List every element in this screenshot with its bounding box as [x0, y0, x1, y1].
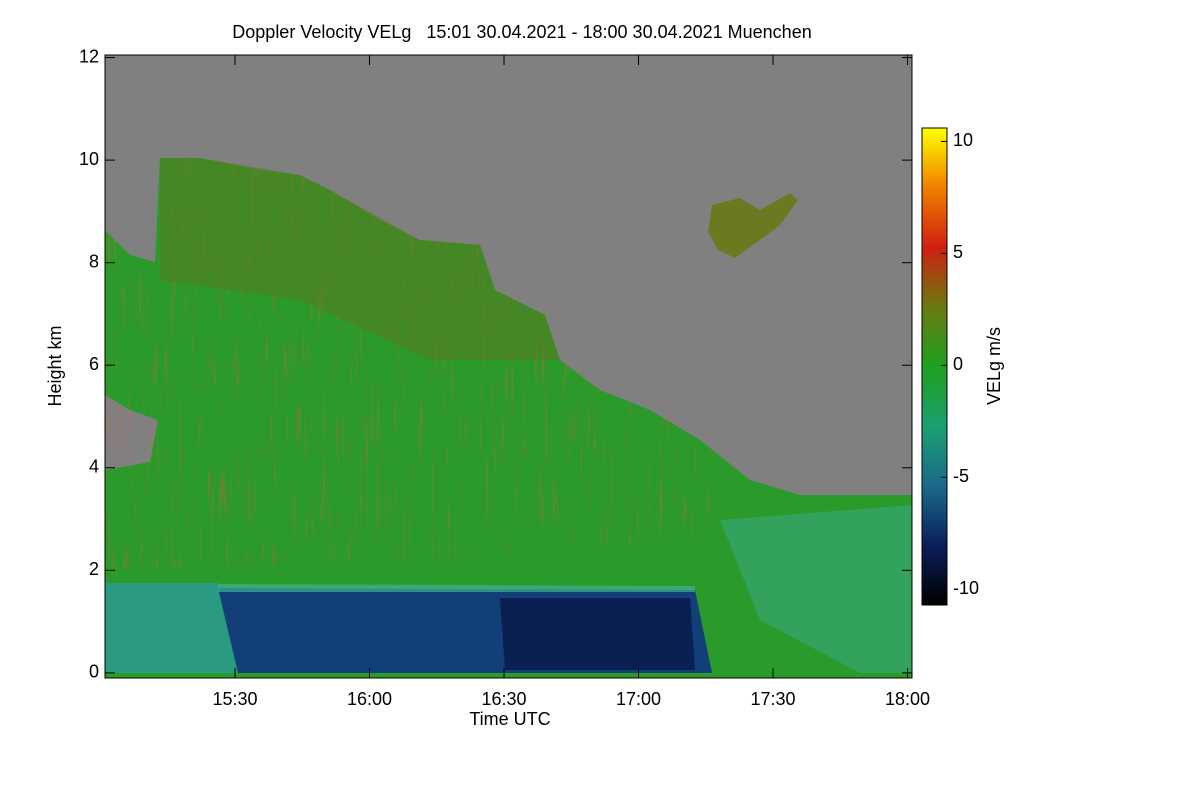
layer-teal-left: [105, 583, 238, 673]
y-tick-label: 4: [89, 457, 99, 477]
x-tick-label: 17:00: [616, 689, 661, 709]
upper-cloud-olive: [160, 158, 560, 360]
y-axis-label: Height km: [45, 325, 65, 406]
melting-layer-edge: [218, 584, 695, 592]
y-tick-label: 10: [79, 149, 99, 169]
x-tick-label: 17:30: [750, 689, 795, 709]
x-tick-label: 15:30: [212, 689, 257, 709]
chart-title: Doppler Velocity VELg 15:01 30.04.2021 -…: [232, 22, 811, 42]
y-tick-label: 8: [89, 251, 99, 271]
y-tick-label: 6: [89, 354, 99, 374]
y-tick-label: 0: [89, 662, 99, 682]
x-tick-label: 16:30: [481, 689, 526, 709]
radar-field: [105, 55, 912, 678]
y-tick-label: 2: [89, 559, 99, 579]
precipitation-core: [500, 598, 695, 670]
x-axis-label: Time UTC: [469, 709, 550, 729]
x-tick-label: 16:00: [347, 689, 392, 709]
plot-frame: [104, 54, 913, 679]
colorbar-tick-label: -10: [953, 578, 979, 598]
colorbar-tick-label: 10: [953, 130, 973, 150]
lower-right-teal: [720, 505, 912, 673]
x-tick-label: 18:00: [885, 689, 930, 709]
y-tick-label: 12: [79, 46, 99, 66]
colorbar-tick-label: -5: [953, 466, 969, 486]
colorbar-tick-label: 5: [953, 242, 963, 262]
colorbar: [921, 127, 948, 606]
colorbar-tick-label: 0: [953, 354, 963, 374]
colorbar-label: VELg m/s: [984, 327, 1004, 405]
cloud-patch: [708, 193, 798, 258]
